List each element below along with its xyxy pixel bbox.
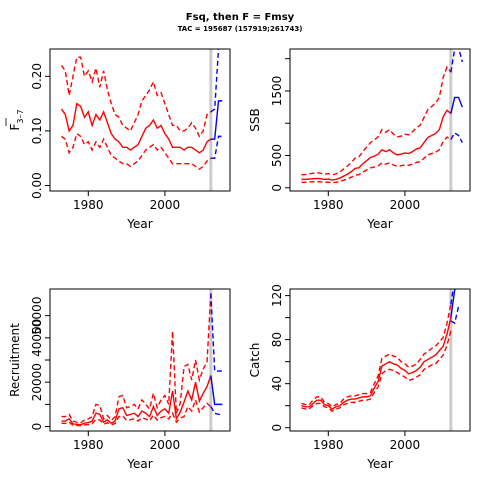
plot-area bbox=[301, 289, 460, 413]
y-tick-label: 0.10 bbox=[30, 118, 44, 145]
x-tick-label: 2000 bbox=[150, 438, 181, 452]
series-historic-estimate bbox=[61, 375, 212, 426]
x-axis-label: Year bbox=[126, 457, 152, 471]
x-tick-label: 2000 bbox=[150, 198, 181, 212]
series-historic-estimate bbox=[301, 109, 452, 181]
y-tick-label: 120 bbox=[270, 284, 284, 307]
series-forecast-lower bbox=[450, 306, 460, 325]
series-forecast-lower bbox=[210, 406, 223, 416]
x-tick-label: 2000 bbox=[390, 438, 421, 452]
y-axis-label-sub: 3–7 bbox=[16, 109, 25, 123]
x-axis-label: Year bbox=[366, 217, 392, 231]
series-historic-upper bbox=[301, 304, 452, 408]
y-tick-label: 1500 bbox=[270, 76, 284, 107]
series-historic-upper bbox=[301, 65, 452, 176]
panel-ssb: 1980 2000 0 500 1500 Year SSB bbox=[248, 48, 471, 231]
plot-area bbox=[60, 49, 223, 171]
y-axis-label-main: F bbox=[8, 124, 22, 131]
series-forecast-upper bbox=[450, 289, 454, 305]
plot-frame bbox=[289, 48, 471, 192]
figure-title: Fsq, then F = Fmsy bbox=[186, 12, 295, 23]
y-tick-label: 40000 bbox=[30, 319, 44, 357]
panel-fbar: 1980 2000 0.00 0.10 0.20 Year F3–7 bbox=[5, 48, 231, 231]
x-tick-label: 1980 bbox=[73, 438, 104, 452]
y-tick-label: 0 bbox=[270, 424, 284, 432]
series-forecast-upper bbox=[450, 49, 464, 73]
series-forecast-lower bbox=[210, 135, 223, 159]
x-axis-label: Year bbox=[126, 217, 152, 231]
y-tick-label: 0.20 bbox=[30, 63, 44, 90]
plot-area bbox=[301, 49, 464, 184]
y-tick-label: 20000 bbox=[30, 363, 44, 401]
series-historic-upper bbox=[61, 293, 212, 424]
plot-frame bbox=[49, 288, 231, 432]
y-tick-label: 500 bbox=[270, 144, 284, 167]
plot-frame bbox=[289, 288, 471, 432]
x-tick-label: 1980 bbox=[313, 198, 344, 212]
series-historic-lower bbox=[61, 397, 212, 427]
plot-area bbox=[61, 293, 223, 427]
x-axis-label: Year bbox=[366, 457, 392, 471]
series-forecast-estimate bbox=[450, 289, 456, 318]
y-tick-label: 0 bbox=[30, 423, 44, 431]
series-forecast-upper bbox=[210, 293, 223, 372]
y-tick-label: 40 bbox=[270, 376, 284, 391]
y-tick-label: 0.00 bbox=[30, 172, 44, 199]
y-tick-label: 80 bbox=[270, 332, 284, 347]
series-historic-estimate bbox=[301, 317, 452, 410]
series-historic-upper bbox=[60, 56, 212, 138]
y-axis-label: Catch bbox=[248, 343, 262, 378]
series-historic-lower bbox=[301, 330, 452, 413]
figure-subtitle: TAC = 195687 (157919;261743) bbox=[178, 25, 303, 33]
x-tick-label: 1980 bbox=[73, 198, 104, 212]
y-axis-label: Recruitment bbox=[8, 323, 22, 397]
y-axis-label: F3–7 bbox=[8, 109, 25, 130]
x-tick-label: 1980 bbox=[313, 438, 344, 452]
series-forecast-upper bbox=[210, 49, 220, 113]
series-historic-estimate bbox=[60, 102, 212, 154]
panel-catch: 1980 2000 0 40 80 120 Year Catch bbox=[248, 284, 471, 471]
series-forecast-estimate bbox=[210, 100, 223, 140]
series-forecast-estimate bbox=[210, 375, 223, 406]
series-forecast-estimate bbox=[450, 96, 463, 114]
series-forecast-lower bbox=[450, 131, 463, 143]
x-tick-label: 2000 bbox=[390, 198, 421, 212]
series-historic-lower bbox=[301, 136, 452, 184]
y-tick-label: 50000 bbox=[30, 297, 44, 335]
y-tick-label: 0 bbox=[270, 184, 284, 192]
plot-frame bbox=[49, 48, 231, 192]
y-axis-label: SSB bbox=[248, 108, 262, 131]
series-historic-lower bbox=[61, 132, 212, 171]
